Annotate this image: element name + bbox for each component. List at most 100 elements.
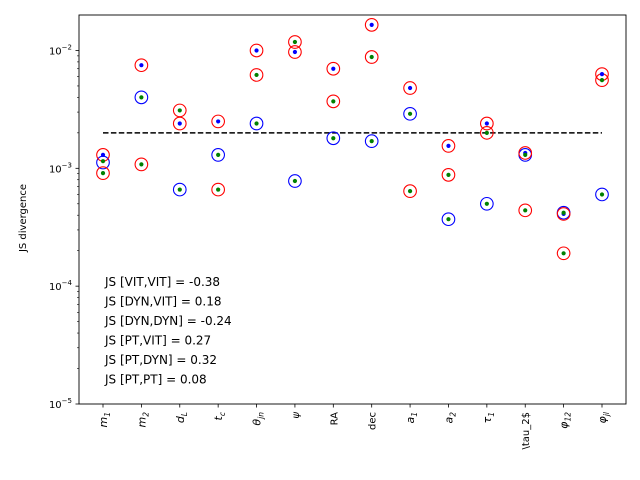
green-dot-point: [254, 121, 259, 126]
red-circle-marker: [326, 61, 341, 76]
red-circle-marker: [403, 184, 417, 199]
js-annotation: JS [DYN,DYN] = -0.24: [104, 314, 232, 328]
green-dot-point: [139, 95, 144, 100]
red-circle-marker: [479, 125, 494, 140]
x-tick-label: θjn: [251, 412, 266, 426]
green-dot-point: [369, 139, 374, 144]
red-circle-marker: [479, 116, 494, 131]
red-circle-marker: [556, 207, 571, 221]
blue-circle-marker: [364, 134, 379, 149]
red-circle-marker: [441, 139, 456, 153]
green-dot-point: [369, 54, 374, 60]
blue-dot-point: [446, 143, 451, 148]
red-circle-marker: [288, 35, 302, 49]
green-dot-point: [292, 178, 298, 184]
green-dot-point: [216, 187, 221, 192]
red-circle-marker: [518, 146, 533, 160]
red-circle-marker: [249, 68, 264, 82]
red-circle-marker: [556, 246, 571, 261]
marker-layer: [96, 17, 609, 261]
x-tick-label: RA: [329, 412, 340, 426]
blue-circle-marker: [134, 90, 149, 105]
blue-circle-marker: [211, 148, 226, 162]
red-circle-marker: [326, 94, 341, 109]
green-dot-point: [254, 72, 259, 78]
x-tick-label: m2: [135, 412, 150, 428]
js-annotation: JS [PT,PT] = 0.08: [104, 373, 207, 387]
green-dot-point: [407, 111, 413, 116]
green-dot-point: [331, 99, 336, 104]
red-circle-marker: [96, 166, 110, 180]
blue-dot-point: [484, 121, 489, 126]
red-circle-marker: [364, 17, 379, 32]
green-dot-point: [446, 172, 451, 177]
x-tick-label: φjl: [596, 411, 611, 423]
blue-dot-point: [369, 22, 374, 27]
green-dot-point: [599, 78, 605, 83]
x-tick-label: m1: [97, 412, 112, 428]
y-tick-label: 10−4: [49, 279, 73, 293]
blue-circle-marker: [326, 131, 341, 146]
blue-dot-point: [292, 49, 298, 55]
plot-frame: [78, 14, 627, 405]
green-dot-point: [177, 108, 182, 113]
red-circle-marker: [364, 50, 379, 64]
red-circle-marker: [441, 168, 456, 182]
annotation-layer: JS [VIT,VIT] = -0.38 JS [DYN,VIT] = 0.18 J…: [104, 275, 232, 387]
green-dot-point: [331, 136, 336, 141]
x-tick-label: a2: [442, 412, 457, 424]
blue-circle-marker: [479, 196, 494, 211]
blue-dot-point: [100, 152, 106, 157]
green-dot-point: [446, 217, 451, 222]
x-tick-label: tc: [212, 411, 227, 420]
green-dot-point: [523, 208, 528, 213]
green-dot-point: [139, 162, 144, 167]
blue-dot-point: [331, 66, 336, 71]
red-circle-marker: [288, 45, 302, 59]
axes-layer: 10−5 10−4 10−3 10−2 m1 m2 dL tc θjn ψ RA dec a1 a2 τ1 \…: [49, 14, 627, 449]
js-annotation: JS [VIT,VIT] = -0.38: [104, 275, 220, 289]
x-tick-label: ψ: [291, 412, 302, 419]
x-tick-label: φ12: [558, 412, 573, 429]
green-dot-point: [561, 251, 566, 256]
green-dot-point: [561, 210, 566, 215]
blue-circle-marker: [595, 187, 609, 202]
blue-dot-point: [177, 121, 182, 126]
green-dot-point: [100, 171, 106, 176]
green-dot-point: [177, 187, 182, 192]
red-circle-marker: [211, 114, 226, 129]
green-dot-point: [407, 189, 413, 194]
x-tick-label: τ1: [481, 412, 496, 423]
y-tick-label: 10−3: [49, 161, 72, 175]
blue-dot-point: [139, 63, 144, 68]
blue-dot-point: [254, 48, 259, 53]
blue-dot-point: [599, 72, 605, 77]
red-circle-marker: [172, 103, 187, 118]
blue-circle-marker: [288, 174, 302, 188]
blue-circle-marker: [249, 116, 264, 131]
blue-dot-point: [216, 119, 221, 124]
red-circle-marker: [403, 81, 417, 95]
green-dot-point: [484, 201, 489, 206]
y-tick-label: 10−5: [49, 397, 72, 411]
blue-circle-marker: [403, 106, 417, 121]
green-dot-point: [216, 152, 221, 157]
red-circle-marker: [134, 157, 149, 172]
green-dot-point: [484, 130, 489, 135]
x-tick-label: \tau_2$: [521, 412, 532, 449]
y-tick-label: 10−2: [49, 43, 72, 57]
green-dot-point: [100, 159, 106, 164]
green-dot-point: [292, 39, 298, 45]
js-annotation: JS [DYN,VIT] = 0.18: [104, 295, 222, 309]
red-circle-marker: [249, 43, 264, 58]
x-tick-label: dec: [368, 412, 379, 430]
red-circle-marker: [211, 182, 226, 197]
js-annotation: JS [PT,VIT] = 0.27: [104, 334, 211, 348]
x-tick-label: a1: [404, 412, 419, 424]
red-circle-marker: [518, 203, 533, 218]
green-dot-point: [599, 192, 605, 197]
y-axis-label: JS divergence: [18, 184, 29, 253]
x-tick-label: dL: [174, 412, 189, 423]
